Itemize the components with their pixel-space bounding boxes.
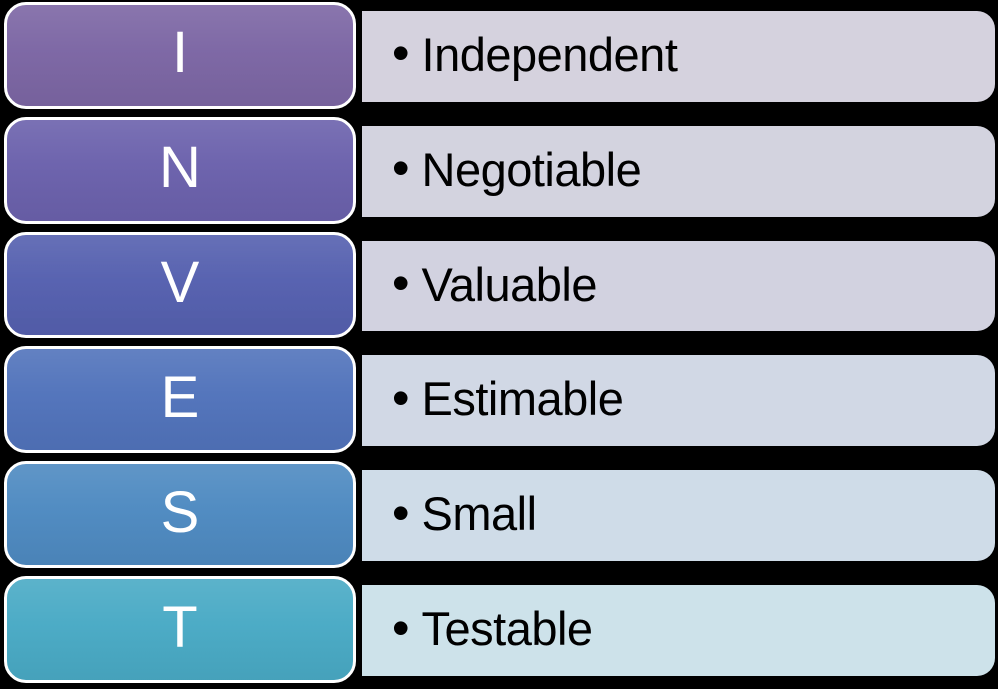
letter-box: E: [4, 346, 356, 454]
label-text: Independent: [421, 27, 678, 81]
letter-text: N: [159, 135, 201, 201]
bullet-icon: •: [392, 140, 410, 197]
label-bar: • Small: [362, 470, 995, 562]
invest-row: S • Small: [0, 459, 998, 574]
bullet-icon: •: [392, 255, 410, 312]
label-bar: • Testable: [362, 585, 995, 676]
letter-box: T: [4, 576, 356, 683]
label-text: Estimable: [421, 372, 624, 426]
letter-text: V: [160, 250, 200, 316]
label-bar: • Estimable: [362, 355, 995, 447]
label-text: Small: [421, 487, 538, 541]
letter-text: T: [162, 594, 198, 660]
letter-box: V: [4, 231, 356, 339]
invest-row: T • Testable: [0, 574, 998, 689]
label-bar: • Valuable: [362, 240, 995, 332]
bullet-icon: •: [392, 599, 410, 656]
invest-row: N • Negotiable: [0, 115, 998, 230]
bullet-icon: •: [392, 369, 410, 426]
bullet-icon: •: [392, 484, 410, 541]
label-bar: • Negotiable: [362, 125, 995, 217]
letter-text: E: [160, 364, 200, 430]
letter-text: S: [160, 479, 200, 545]
label-text: Valuable: [421, 257, 598, 311]
invest-row: V • Valuable: [0, 230, 998, 345]
label-text: Negotiable: [421, 142, 642, 196]
letter-box: N: [4, 116, 356, 224]
invest-row: E • Estimable: [0, 344, 998, 459]
invest-row: I • Independent: [0, 0, 998, 115]
letter-box: I: [4, 2, 356, 109]
label-bar: • Independent: [362, 11, 995, 102]
label-text: Testable: [421, 602, 594, 656]
bullet-icon: •: [392, 25, 410, 82]
letter-text: I: [171, 20, 189, 86]
letter-box: S: [4, 461, 356, 569]
